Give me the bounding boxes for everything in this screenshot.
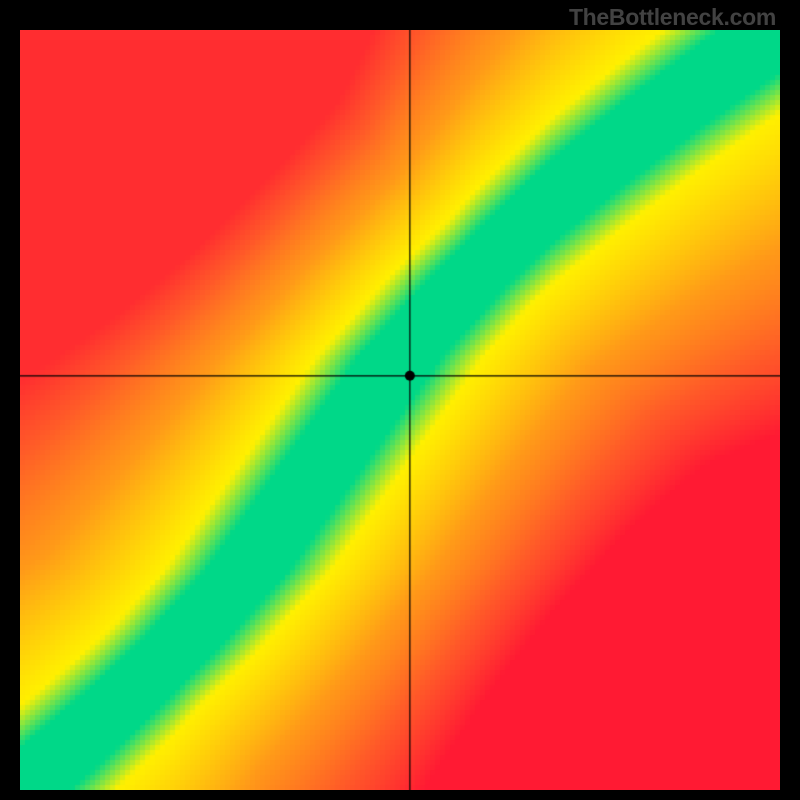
heatmap-canvas [20,30,780,790]
watermark-text: TheBottleneck.com [569,4,776,31]
bottleneck-heatmap [20,30,780,790]
